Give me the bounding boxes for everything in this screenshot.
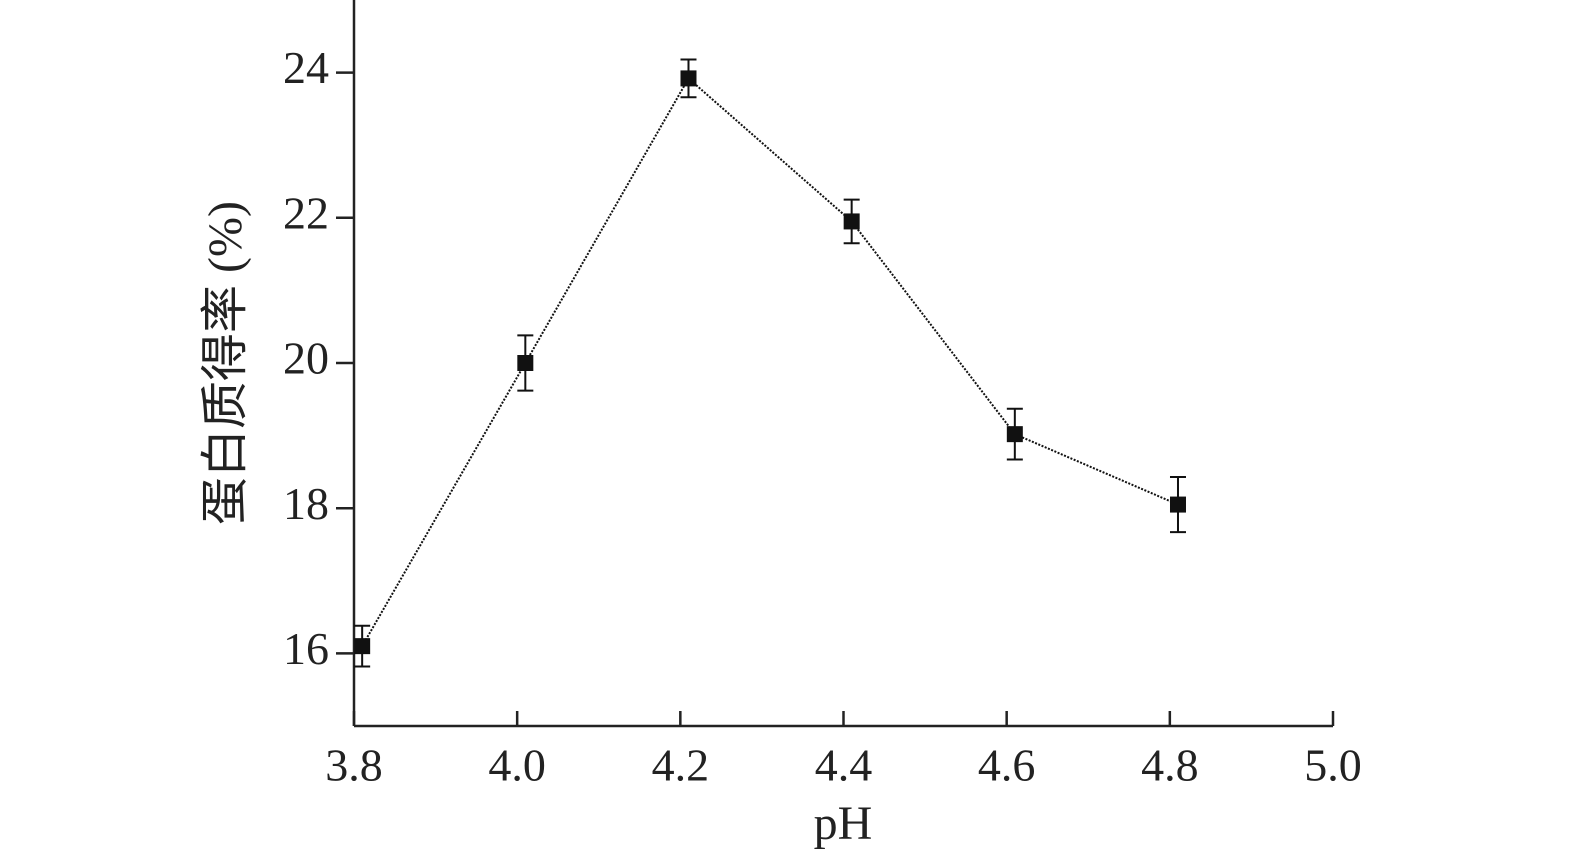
data-line (361, 76, 1179, 647)
y-tick-label: 20 (283, 333, 329, 384)
y-axis-label: 蛋白质得率 (%) (199, 201, 252, 525)
x-tick-label: 4.6 (978, 740, 1036, 791)
x-tick-label: 4.4 (815, 740, 873, 791)
x-tick-label: 5.0 (1304, 740, 1362, 791)
x-axis-label: pH (814, 797, 873, 850)
x-tick-label: 4.8 (1141, 740, 1199, 791)
marker (680, 70, 697, 87)
marker (1169, 496, 1186, 513)
marker (517, 355, 534, 371)
marker (354, 638, 371, 655)
y-tick-label: 22 (283, 187, 329, 238)
marker (1006, 426, 1023, 443)
y-tick-label: 16 (283, 623, 329, 674)
marker (843, 213, 860, 230)
x-tick-label: 4.0 (488, 740, 546, 791)
y-tick-label: 18 (283, 478, 329, 529)
y-tick-label: 24 (283, 42, 329, 93)
x-tick-label: 3.8 (325, 740, 383, 791)
x-tick-label: 4.2 (652, 740, 710, 791)
